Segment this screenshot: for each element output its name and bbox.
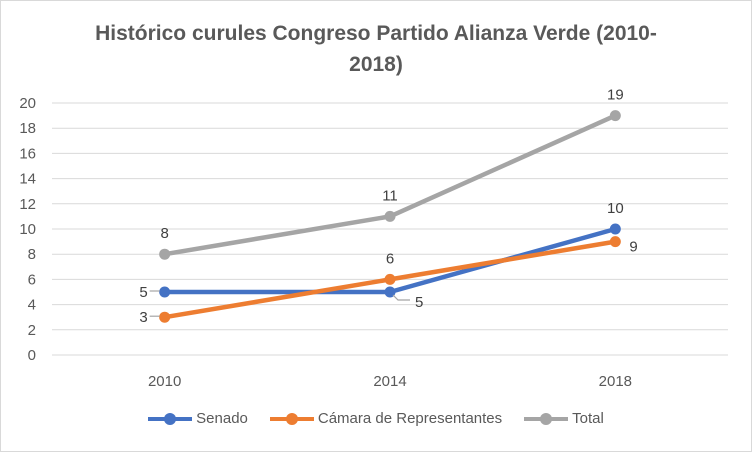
y-tick-label: 4 xyxy=(28,297,36,314)
y-tick-label: 16 xyxy=(19,145,36,162)
y-tick-label: 20 xyxy=(19,95,36,112)
x-tick-label: 2014 xyxy=(373,373,406,390)
series-line-2 xyxy=(164,113,617,257)
y-tick-label: 18 xyxy=(19,120,36,137)
data-point xyxy=(384,273,396,285)
legend-marker-icon xyxy=(524,412,569,425)
data-point xyxy=(159,311,171,323)
data-label: 9 xyxy=(629,239,637,256)
data-point xyxy=(159,286,171,298)
chart-title: Histórico curules Congreso Partido Alian… xyxy=(60,18,692,80)
legend-marker-icon xyxy=(269,412,314,425)
data-label: 5 xyxy=(415,294,423,311)
data-label: 10 xyxy=(607,200,624,217)
y-tick-label: 0 xyxy=(28,347,36,364)
y-tick-label: 10 xyxy=(19,221,36,238)
data-point xyxy=(159,248,171,260)
x-tick-label: 2010 xyxy=(148,373,181,390)
legend-marker-icon xyxy=(148,412,193,425)
x-tick-label: 2018 xyxy=(599,373,632,390)
y-tick-label: 2 xyxy=(28,322,36,339)
data-label: 19 xyxy=(607,87,624,104)
legend-item: Senado xyxy=(148,410,248,427)
chart-title-line-2: 2018) xyxy=(349,53,403,76)
data-label: 6 xyxy=(386,250,394,267)
data-label: 3 xyxy=(139,309,147,326)
legend-label: Cámara de Representantes xyxy=(317,410,503,427)
legend-item: Cámara de Representantes xyxy=(269,410,503,427)
data-point xyxy=(609,223,621,235)
data-point xyxy=(384,286,396,298)
data-label: 5 xyxy=(139,284,147,301)
y-tick-label: 6 xyxy=(28,271,36,288)
y-tick-label: 12 xyxy=(19,196,36,213)
legend-label: Senado xyxy=(196,410,248,427)
data-point xyxy=(609,110,621,122)
y-tick-label: 8 xyxy=(28,246,36,263)
legend: Senado Cámara de Representantes Total xyxy=(0,410,752,427)
legend-label: Total xyxy=(572,410,604,427)
chart-title-line-1: Histórico curules Congreso Partido Alian… xyxy=(95,22,657,45)
y-tick-label: 14 xyxy=(19,171,36,188)
leader-line xyxy=(392,294,410,301)
legend-item: Total xyxy=(524,410,604,427)
data-point xyxy=(609,236,621,248)
data-point xyxy=(384,210,396,222)
data-label: 8 xyxy=(160,225,168,242)
data-label: 11 xyxy=(382,187,398,204)
